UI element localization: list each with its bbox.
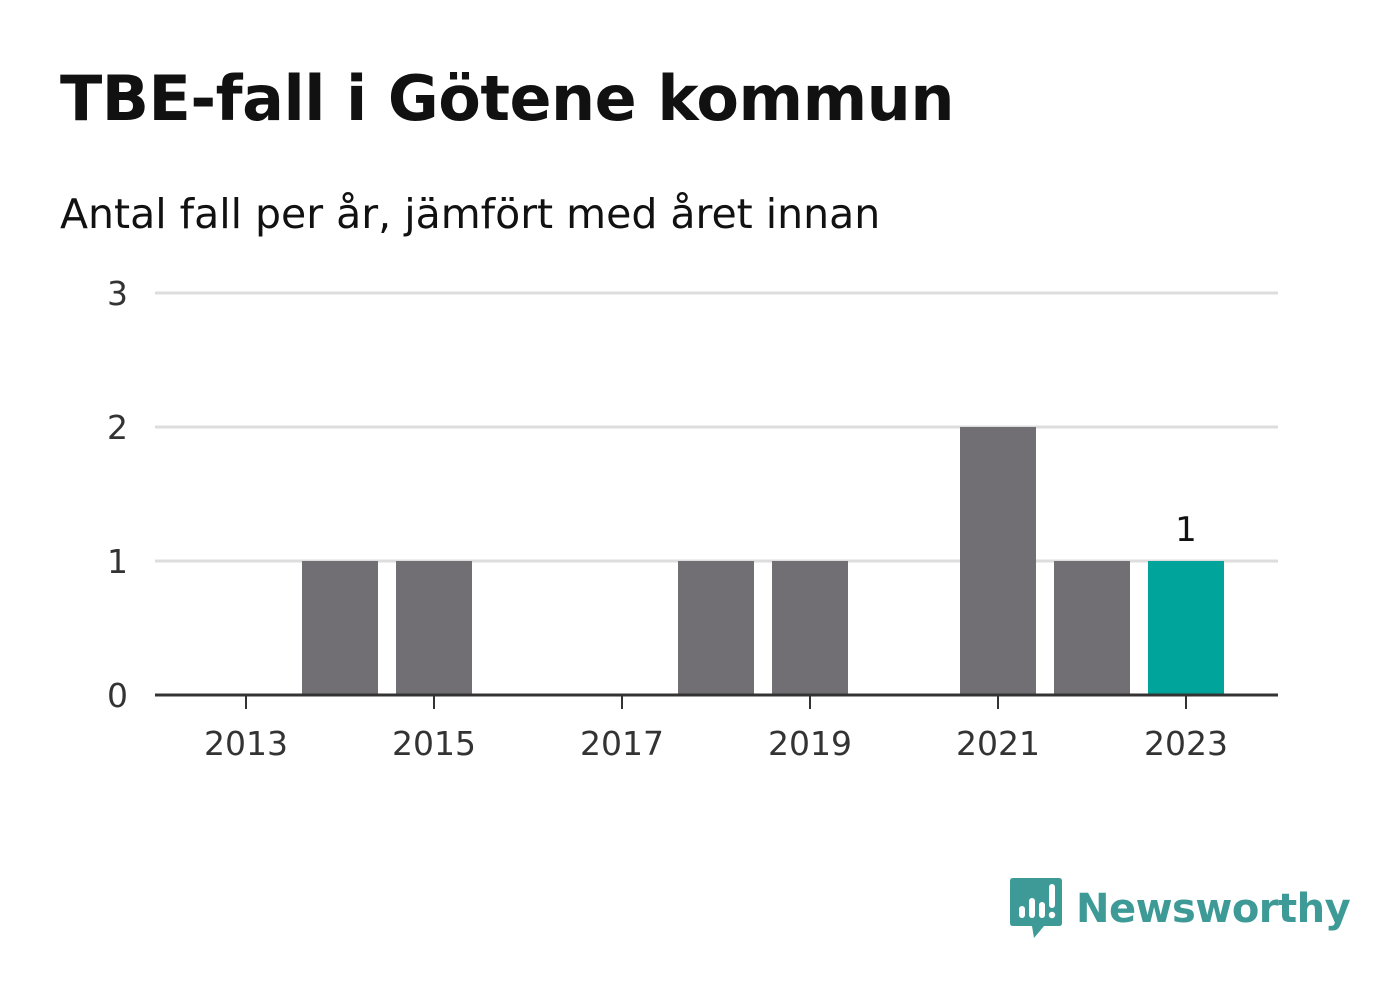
data-label-2023: 1 [1175, 510, 1197, 550]
x-tick-label: 2021 [956, 724, 1040, 763]
bar-chart: 0 1 2 3 2013 2015 2017 2019 2021 2023 1 [107, 274, 1278, 763]
bar-2021 [960, 427, 1036, 695]
x-tick-label: 2015 [392, 724, 476, 763]
x-tick-label: 2013 [204, 724, 288, 763]
bar-2014 [302, 561, 378, 695]
axes [155, 693, 1278, 709]
bar-2022 [1054, 561, 1130, 695]
chart-subtitle: Antal fall per år, jämfört med året inna… [60, 190, 881, 238]
y-tick-label: 0 [107, 676, 128, 715]
chart-title: TBE-fall i Götene kommun [60, 62, 954, 135]
labels: 0 1 2 3 2013 2015 2017 2019 2021 2023 1 [107, 274, 1228, 763]
gridlines [155, 291, 1278, 563]
y-tick-label: 3 [107, 274, 128, 313]
x-tick-label: 2019 [768, 724, 852, 763]
x-tick-label: 2017 [580, 724, 664, 763]
bars [302, 427, 1224, 695]
bar-2023 [1148, 561, 1224, 695]
y-tick-label: 2 [107, 408, 128, 447]
brand-name: Newsworthy [1076, 886, 1351, 932]
y-tick-label: 1 [107, 542, 128, 581]
bar-chart-speech-bubble-icon [1010, 878, 1062, 938]
bar-2019 [772, 561, 848, 695]
bar-2015 [396, 561, 472, 695]
bar-2018 [678, 561, 754, 695]
x-tick-label: 2023 [1144, 724, 1228, 763]
brand-logo: Newsworthy [1010, 878, 1351, 940]
